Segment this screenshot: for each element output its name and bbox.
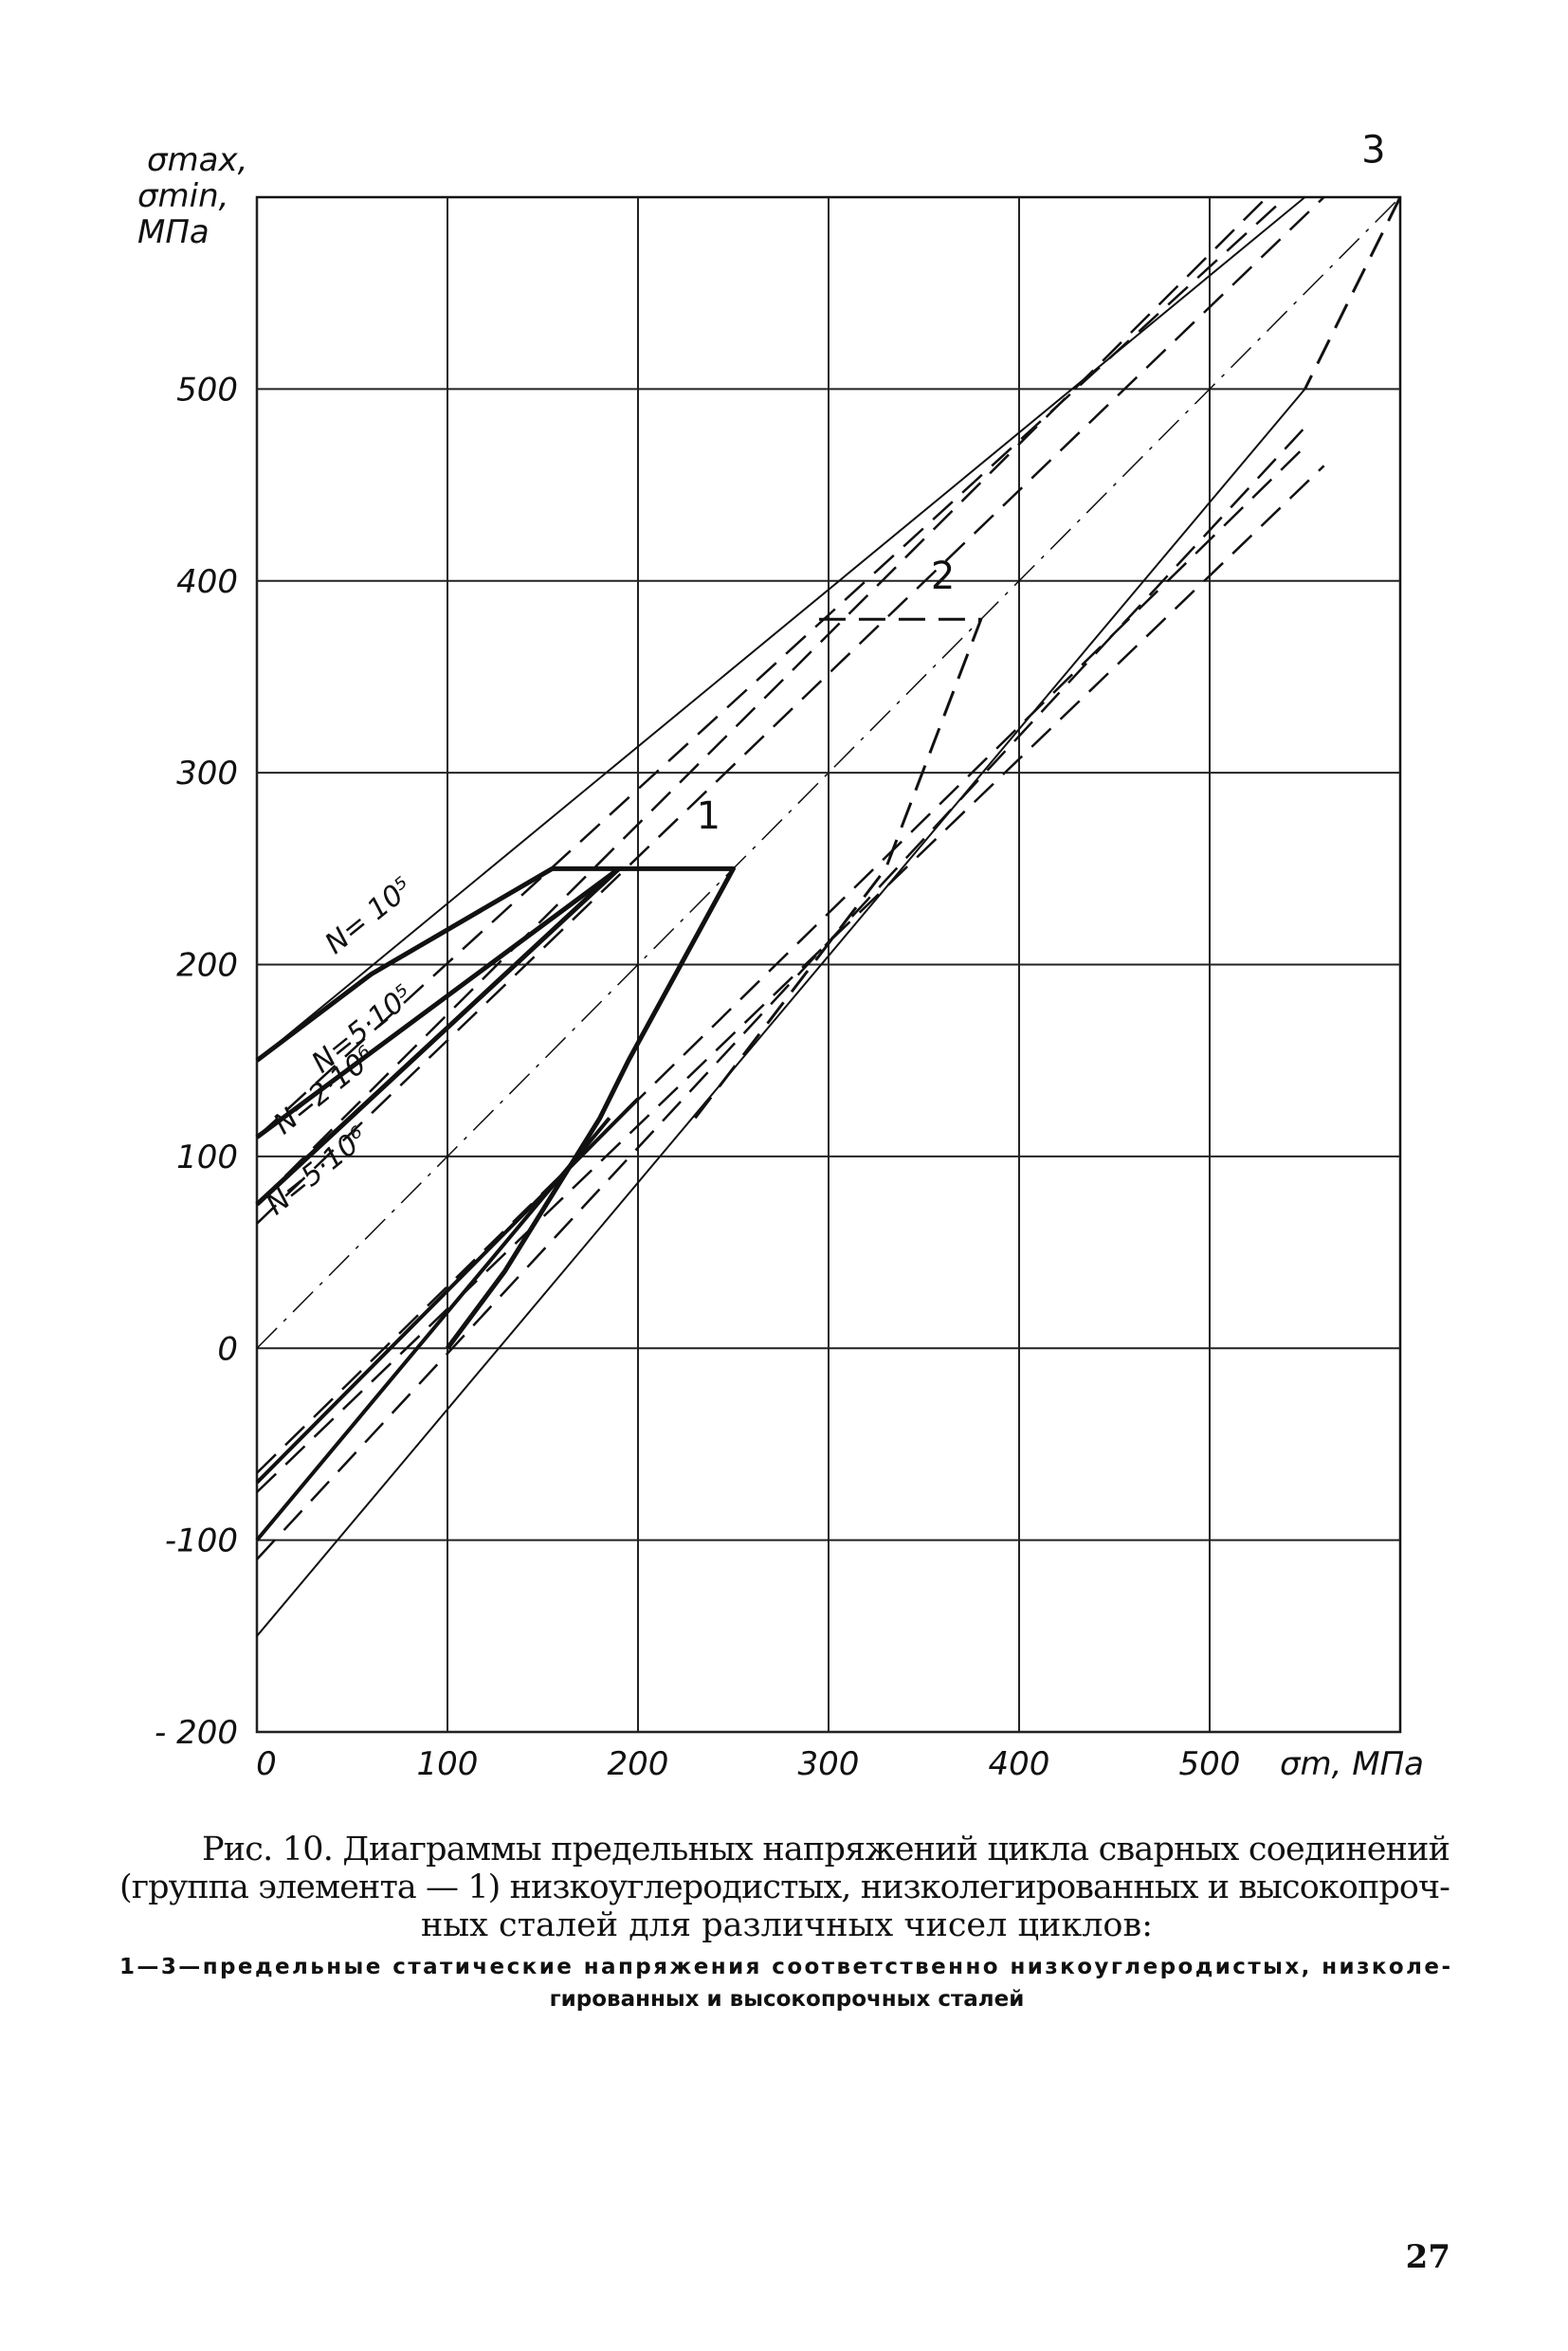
y-tick-label: 400 xyxy=(176,563,238,601)
curve xyxy=(255,866,621,1207)
y-axis-label: σmax, xyxy=(147,141,247,179)
curve xyxy=(256,427,1306,1560)
curve xyxy=(256,196,1287,1139)
x-axis-label: σm, МПа xyxy=(1280,1745,1424,1783)
curve xyxy=(445,866,736,1350)
x-tick-label: 0 xyxy=(256,1745,277,1783)
curve xyxy=(256,196,1401,1349)
curve xyxy=(256,196,1268,1206)
curve xyxy=(255,866,554,1063)
y-tick-label: 500 xyxy=(176,371,238,409)
y-tick-label: 100 xyxy=(176,1139,238,1176)
page-number: 27 xyxy=(1406,2238,1450,2276)
x-tick-label: 300 xyxy=(798,1745,860,1783)
y-axis-label: σmin, xyxy=(137,177,228,215)
curve xyxy=(256,196,1306,1062)
curve-label: N= 10⁵ xyxy=(319,871,419,961)
curve xyxy=(255,866,621,1139)
y-tick-label: -100 xyxy=(165,1522,238,1560)
x-tick-label: 200 xyxy=(608,1745,669,1783)
caption-line: (группа элемента — 1) низкоуглеродистых,… xyxy=(119,1868,1450,1906)
static-label: 2 xyxy=(931,555,955,598)
caption-note: 1—3—предельные статические напряжения со… xyxy=(119,1955,1450,1979)
x-tick-label: 500 xyxy=(1179,1745,1241,1783)
curve-label: N=5·10⁶ xyxy=(260,1121,374,1222)
x-tick-label: 100 xyxy=(417,1745,479,1783)
caption-line: Рис. 10. Диаграммы предельных напряжений… xyxy=(202,1831,1450,1868)
caption-line: ных сталей для различных чисел циклов: xyxy=(421,1906,1153,1944)
curve xyxy=(256,196,1325,1225)
curve xyxy=(255,1097,640,1485)
curve xyxy=(694,617,983,1120)
y-tick-label: 0 xyxy=(217,1330,238,1368)
y-tick-label: - 200 xyxy=(155,1714,238,1752)
static-label: 1 xyxy=(697,794,720,838)
caption-note: гированных и высокопрочных сталей xyxy=(550,1987,1025,2012)
curve xyxy=(256,465,1325,1493)
y-tick-label: 200 xyxy=(176,947,238,985)
y-tick-label: 300 xyxy=(176,755,238,793)
x-tick-label: 400 xyxy=(989,1745,1050,1783)
y-axis-label: МПа xyxy=(137,213,210,251)
curve xyxy=(1304,196,1402,391)
curve xyxy=(256,446,1306,1474)
curve xyxy=(256,388,1306,1637)
static-label: 3 xyxy=(1361,129,1385,173)
